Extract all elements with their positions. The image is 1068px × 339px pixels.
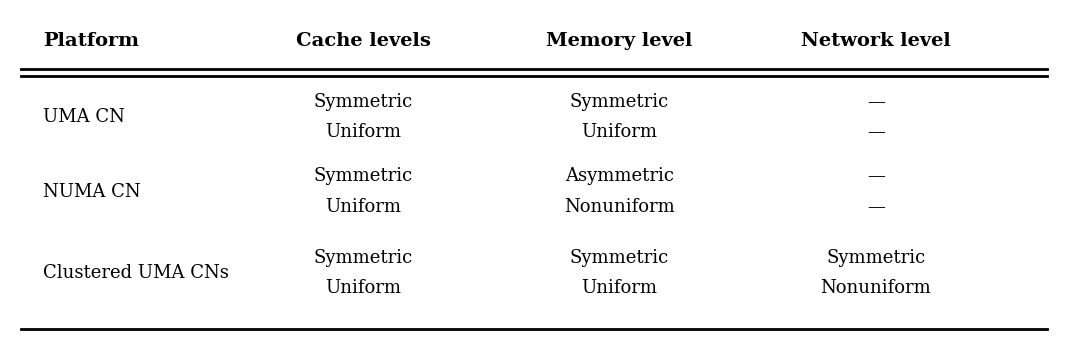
Text: Uniform: Uniform (581, 123, 658, 141)
Text: Cache levels: Cache levels (296, 32, 430, 50)
Text: Nonuniform: Nonuniform (820, 279, 931, 297)
Text: —: — (867, 198, 884, 216)
Text: Clustered UMA CNs: Clustered UMA CNs (43, 264, 229, 282)
Text: Nonuniform: Nonuniform (564, 198, 675, 216)
Text: NUMA CN: NUMA CN (43, 182, 140, 201)
Text: Uniform: Uniform (581, 279, 658, 297)
Text: Platform: Platform (43, 32, 139, 50)
Text: Symmetric: Symmetric (570, 248, 669, 267)
Text: —: — (867, 123, 884, 141)
Text: Symmetric: Symmetric (827, 248, 925, 267)
Text: Symmetric: Symmetric (314, 167, 412, 185)
Text: Network level: Network level (801, 32, 951, 50)
Text: Asymmetric: Asymmetric (565, 167, 674, 185)
Text: Uniform: Uniform (325, 123, 402, 141)
Text: UMA CN: UMA CN (43, 108, 125, 126)
Text: —: — (867, 167, 884, 185)
Text: Memory level: Memory level (546, 32, 693, 50)
Text: Symmetric: Symmetric (570, 93, 669, 111)
Text: Uniform: Uniform (325, 198, 402, 216)
Text: —: — (867, 93, 884, 111)
Text: Symmetric: Symmetric (314, 248, 412, 267)
Text: Symmetric: Symmetric (314, 93, 412, 111)
Text: Uniform: Uniform (325, 279, 402, 297)
